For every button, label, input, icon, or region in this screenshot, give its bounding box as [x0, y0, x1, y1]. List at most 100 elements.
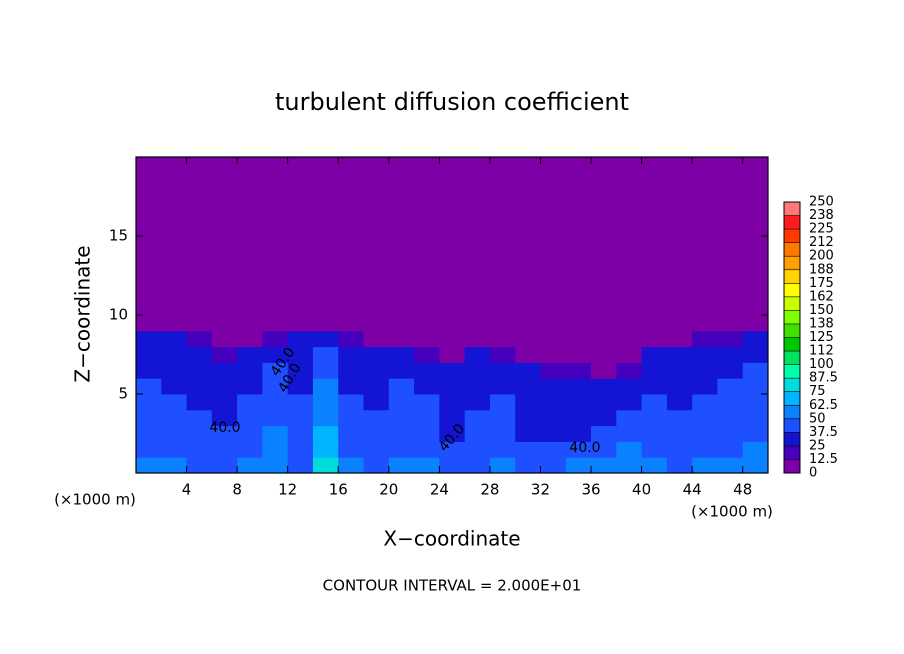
colorbar-label: 87.5: [809, 371, 838, 386]
heat-cell: [641, 362, 668, 379]
heat-cell: [717, 441, 744, 458]
heat-cell: [388, 346, 415, 363]
heat-cell: [565, 330, 592, 348]
heat-cell: [414, 157, 440, 332]
heat-cell: [439, 378, 466, 395]
colorbar-label: 200: [809, 249, 834, 264]
heat-cell: [515, 330, 541, 348]
heat-cell: [312, 378, 339, 395]
heat-cell: [742, 378, 769, 395]
x-tick-label: 36: [581, 481, 600, 499]
heat-cell: [515, 157, 541, 332]
heat-cell: [489, 394, 516, 411]
heat-cell: [515, 425, 541, 442]
heat-cell: [262, 441, 289, 458]
heat-cell: [666, 425, 693, 442]
colorbar-swatch: [784, 323, 800, 338]
heat-cell: [692, 441, 718, 458]
heat-cell: [742, 409, 769, 427]
heat-cell: [312, 441, 339, 458]
heat-cell: [211, 425, 238, 442]
heat-cell: [717, 425, 744, 442]
heat-cell: [312, 409, 339, 427]
heat-cell: [439, 425, 466, 442]
x-tick-label: 8: [232, 481, 242, 499]
colorbar-label: 175: [809, 276, 834, 291]
heat-cell: [641, 394, 668, 411]
heat-cell: [616, 346, 643, 363]
heat-cell: [287, 394, 314, 411]
heat-cell: [287, 425, 314, 442]
heat-cell: [262, 330, 289, 348]
colorbar-label: 125: [809, 330, 834, 345]
heat-cell: [641, 425, 668, 442]
heat-cell: [312, 362, 339, 379]
heat-cell: [237, 378, 263, 395]
colorbar-label: 250: [809, 195, 834, 210]
colorbar-swatch: [784, 405, 800, 419]
heat-cell: [414, 378, 440, 395]
heat-cell: [186, 394, 213, 411]
heat-cell: [692, 157, 718, 332]
x-axis-label: X−coordinate: [383, 527, 520, 551]
heat-cell: [414, 441, 440, 458]
heat-cell: [692, 409, 718, 427]
heat-cell: [262, 362, 289, 379]
heat-cell: [692, 394, 718, 411]
heat-cell: [591, 409, 617, 427]
heat-cell: [692, 425, 718, 442]
heat-cell: [742, 425, 769, 442]
x-tick-label: 40: [632, 481, 651, 499]
y-axis-label: Z−coordinate: [71, 245, 95, 382]
heat-cell: [565, 409, 592, 427]
colorbar-swatch: [784, 459, 800, 473]
heat-cell: [540, 394, 567, 411]
heat-cell: [161, 362, 188, 379]
heat-cell: [237, 441, 263, 458]
heat-cell: [489, 425, 516, 442]
heat-cell: [616, 330, 643, 348]
heat-cell: [540, 157, 567, 332]
colorbar-swatch: [784, 337, 800, 352]
heat-cell: [565, 157, 592, 332]
heat-cell: [363, 330, 390, 348]
heat-cell: [136, 394, 162, 411]
heat-cell: [388, 157, 415, 332]
colorbar-swatch: [784, 269, 800, 284]
heat-cell: [136, 330, 162, 348]
heat-cell: [414, 394, 440, 411]
heat-cell: [211, 394, 238, 411]
x-tick-label: 16: [329, 481, 348, 499]
heat-cell: [540, 330, 567, 348]
heat-cell: [312, 394, 339, 411]
colorbar-swatch: [784, 364, 800, 379]
heat-cell: [237, 394, 263, 411]
heat-cell: [439, 346, 466, 363]
heat-cell: [161, 425, 188, 442]
heat-cell: [388, 330, 415, 348]
heat-cell: [717, 378, 744, 395]
x-unit-label: (×1000 m): [691, 503, 773, 521]
heat-cell: [388, 409, 415, 427]
heat-cell: [414, 409, 440, 427]
heat-cell: [439, 409, 466, 427]
heat-cell: [439, 157, 466, 332]
heat-cell: [439, 362, 466, 379]
heat-cell: [489, 378, 516, 395]
heat-cell: [565, 441, 592, 458]
colorbar-label: 25: [809, 438, 826, 453]
heat-cell: [464, 346, 491, 363]
heat-cell: [464, 330, 491, 348]
heat-cell: [464, 425, 491, 442]
heat-cell: [464, 157, 491, 332]
colorbar-swatch: [784, 296, 800, 311]
y-tick-label: 15: [109, 227, 128, 245]
heat-cell: [186, 330, 213, 348]
heat-cell: [591, 362, 617, 379]
heat-cell: [211, 457, 238, 474]
heat-cell: [515, 457, 541, 474]
heat-cell: [186, 346, 213, 363]
heat-cell: [414, 457, 440, 474]
heat-cell: [616, 441, 643, 458]
